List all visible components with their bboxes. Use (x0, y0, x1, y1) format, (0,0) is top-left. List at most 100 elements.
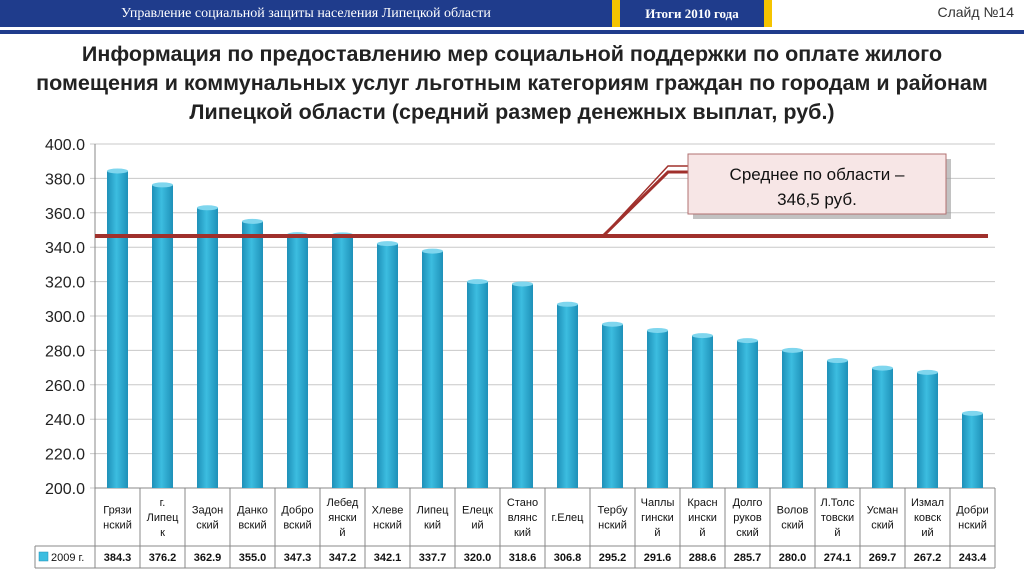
bar-top (197, 205, 218, 211)
category-label-line: Долго (733, 497, 763, 509)
category-label-line: вский (283, 520, 311, 532)
bar-top (962, 410, 983, 416)
category-label: Волов ский (777, 505, 809, 532)
category-label-line: ковск (914, 512, 941, 524)
category-label: Грязи нский (103, 505, 132, 532)
bar (872, 368, 893, 488)
category-label: Усман ский (867, 505, 899, 532)
category-label-line: Тербу (598, 505, 628, 517)
category-label: Стано влянс кий (507, 497, 538, 539)
bar (962, 413, 983, 488)
bar-top (512, 281, 533, 287)
category-label-line: Чаплы (641, 497, 675, 509)
category-label-line: ий (921, 527, 933, 539)
category-label-line: товски (821, 512, 854, 524)
bar (692, 335, 713, 488)
value-label: 267.2 (914, 552, 942, 564)
value-label: 355.0 (239, 552, 267, 564)
callout-line1: Среднее по области – (730, 165, 905, 184)
category-label-line: г.Елец (552, 512, 585, 524)
bar-top (827, 358, 848, 364)
category-label: Данко вский (237, 505, 268, 532)
category-label: Чаплы гински й (641, 497, 675, 539)
category-label: Липец кий (417, 505, 449, 532)
y-tick-label: 300.0 (45, 309, 85, 326)
category-label: г. Липец к (147, 497, 179, 539)
category-label-line: ский (871, 520, 894, 532)
category-label-line: ский (736, 527, 759, 539)
bar (152, 184, 173, 488)
value-label: 342.1 (374, 552, 402, 564)
value-label: 318.6 (509, 552, 537, 564)
bar-top (557, 301, 578, 307)
bar (467, 281, 488, 488)
category-label-line: Липец (147, 512, 179, 524)
value-label: 243.4 (959, 552, 987, 564)
y-tick-label: 340.0 (45, 240, 85, 257)
category-label-line: Стано (507, 497, 538, 509)
organization-name: Управление социальной защиты населения Л… (0, 0, 612, 27)
category-label: Красн ински й (687, 497, 717, 539)
y-tick-label: 260.0 (45, 378, 85, 395)
bar (827, 360, 848, 488)
bar (782, 350, 803, 488)
bar-top (242, 218, 263, 224)
category-label-line: влянс (508, 512, 538, 524)
category-label-line: Добри (956, 505, 988, 517)
bar (557, 304, 578, 488)
category-label-line: янски (328, 512, 357, 524)
category-label-line: Измал (911, 497, 944, 509)
value-label: 347.2 (329, 552, 357, 564)
value-label: 291.6 (644, 552, 672, 564)
value-label: 295.2 (599, 552, 627, 564)
y-tick-label: 380.0 (45, 171, 85, 188)
bar (737, 340, 758, 488)
y-tick-label: 280.0 (45, 343, 85, 360)
category-label: Елецк ий (462, 505, 493, 532)
value-label: 337.7 (419, 552, 447, 564)
category-label-line: й (834, 527, 840, 539)
bar-top (647, 327, 668, 333)
category-label-line: кий (424, 520, 441, 532)
category-label-line: руков (733, 512, 762, 524)
category-label: Добри нский (956, 505, 988, 532)
category-label-line: Хлеве (372, 505, 404, 517)
category-label-line: ински (688, 512, 717, 524)
page-title: Информация по предоставлению мер социаль… (36, 42, 988, 124)
y-tick-label: 360.0 (45, 206, 85, 223)
category-label-line: к (160, 527, 165, 539)
value-label: 285.7 (734, 552, 762, 564)
bar-top (422, 248, 443, 254)
bar (242, 221, 263, 488)
y-tick-label: 400.0 (45, 137, 85, 154)
category-label-line: г. (160, 497, 166, 509)
category-label-line: нский (598, 520, 627, 532)
bar-top (872, 365, 893, 371)
bar-top (107, 168, 128, 174)
category-label-line: Красн (687, 497, 717, 509)
top-bar: Управление социальной защиты населения Л… (0, 0, 1024, 30)
category-label: Долго руков ский (733, 497, 763, 539)
year-label: Итоги 2010 года (620, 0, 764, 27)
category-label: г.Елец (552, 512, 585, 524)
category-label-line: нский (103, 520, 132, 532)
value-label: 280.0 (779, 552, 807, 564)
value-label: 306.8 (554, 552, 582, 564)
value-label: 362.9 (194, 552, 222, 564)
category-label-line: Липец (417, 505, 449, 517)
category-label: Хлеве нский (372, 505, 404, 532)
value-label: 384.3 (104, 552, 132, 564)
y-tick-label: 200.0 (45, 481, 85, 498)
category-label-line: Задон (192, 505, 223, 517)
category-label: Задон ский (192, 505, 223, 532)
value-label: 274.1 (824, 552, 852, 564)
y-tick-label: 240.0 (45, 412, 85, 429)
category-label-line: Грязи (103, 505, 131, 517)
year-badge: Итоги 2010 года (612, 0, 772, 27)
bar (287, 234, 308, 488)
bar-top (377, 241, 398, 247)
bar-top (692, 333, 713, 339)
category-label: Измал ковск ий (911, 497, 944, 539)
category-label-line: й (699, 527, 705, 539)
